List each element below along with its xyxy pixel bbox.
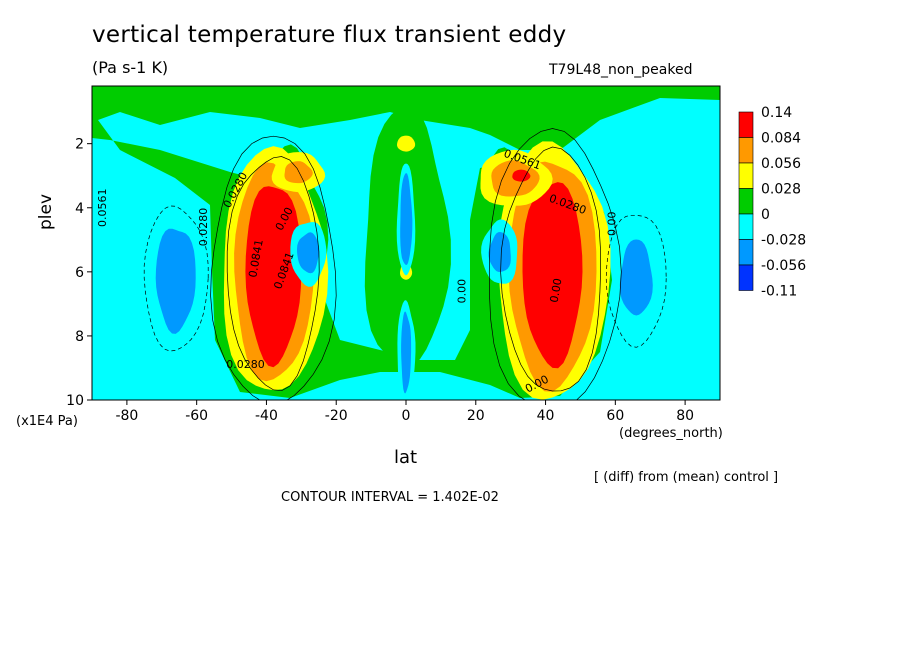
colorbar-label: 0	[761, 207, 770, 223]
y-tick-label: 6	[75, 265, 84, 281]
region-negative	[488, 232, 511, 272]
chart-title: vertical temperature flux transient eddy	[92, 22, 567, 48]
contour-interval: CONTOUR INTERVAL = 1.402E-02	[281, 490, 499, 505]
colorbar-swatch	[738, 264, 754, 291]
contour-line	[500, 146, 601, 392]
colorbar-label: -0.056	[761, 258, 806, 274]
x-tick-label: 40	[537, 408, 555, 424]
colorbar-label: 0.084	[761, 131, 801, 147]
x-tick-label: -60	[185, 408, 208, 424]
colorbar: 0.14 0.084 0.056 0.028 0 -0.028 -0.056 -0.11	[738, 105, 806, 300]
y-tick-label: 10	[66, 393, 84, 409]
colorbar-swatch	[738, 111, 754, 138]
diff-note: [ (diff) from (mean) control ]	[594, 470, 779, 485]
contour-label: 0.00	[548, 277, 565, 303]
x-tick-label: 80	[676, 408, 694, 424]
region-negative	[619, 239, 653, 316]
y-tick-label: 2	[75, 137, 84, 153]
contour-line	[226, 156, 320, 392]
colorbar-label: -0.11	[761, 284, 797, 300]
x-tick-label: 20	[467, 408, 485, 424]
colorbar-label: 0.14	[761, 105, 792, 121]
region-lobe-nh	[522, 182, 583, 369]
x-tick-label: 60	[606, 408, 624, 424]
contour-label: 0.0280	[197, 208, 210, 247]
contour-label: 0.0280	[226, 358, 265, 371]
colorbar-swatch	[738, 162, 754, 189]
colorbar-label: 0.028	[761, 182, 801, 198]
contour-line	[605, 214, 667, 348]
x-tick-label: -80	[115, 408, 138, 424]
x-axis-label: lat	[394, 447, 418, 468]
y-axis-unit: (x1E4 Pa)	[16, 414, 78, 429]
x-tick-label: -40	[255, 408, 278, 424]
colorbar-swatch	[738, 188, 754, 215]
colorbar-swatch	[738, 213, 754, 240]
contour-line	[143, 205, 209, 352]
units-label: (Pa s-1 K)	[92, 58, 169, 77]
contour-line	[488, 128, 622, 400]
colorbar-swatch	[738, 137, 754, 164]
region-negative	[401, 311, 412, 394]
experiment-label: T79L48_non_peaked	[549, 62, 693, 78]
colorbar-label: -0.028	[761, 233, 806, 249]
region-small-positive	[397, 135, 416, 152]
x-tick-label: -20	[325, 408, 348, 424]
x-tick-label: 0	[402, 408, 411, 424]
plot-area: 0.02800.05610.08410.000.02800.02800.0561…	[92, 86, 720, 400]
y-tick-label: 4	[75, 201, 84, 217]
region-max-nh	[512, 169, 531, 182]
contour-line	[210, 135, 337, 400]
y-tick-label: 8	[75, 329, 84, 345]
region-negative	[155, 228, 196, 334]
colorbar-label: 0.056	[761, 156, 801, 172]
axes: -80 -60 -40 -20 0 20 40 60 80 2 4 6 8 10	[66, 137, 694, 424]
contour-label: 0.00	[455, 279, 468, 304]
contour-label: 0.00	[605, 212, 618, 237]
colorbar-swatch	[738, 239, 754, 266]
region-lobe-sh	[245, 186, 302, 368]
region-negative	[400, 173, 413, 265]
x-axis-unit: (degrees_north)	[619, 426, 723, 441]
region-negative	[297, 232, 320, 274]
contour-label: 0.0561	[96, 189, 109, 228]
